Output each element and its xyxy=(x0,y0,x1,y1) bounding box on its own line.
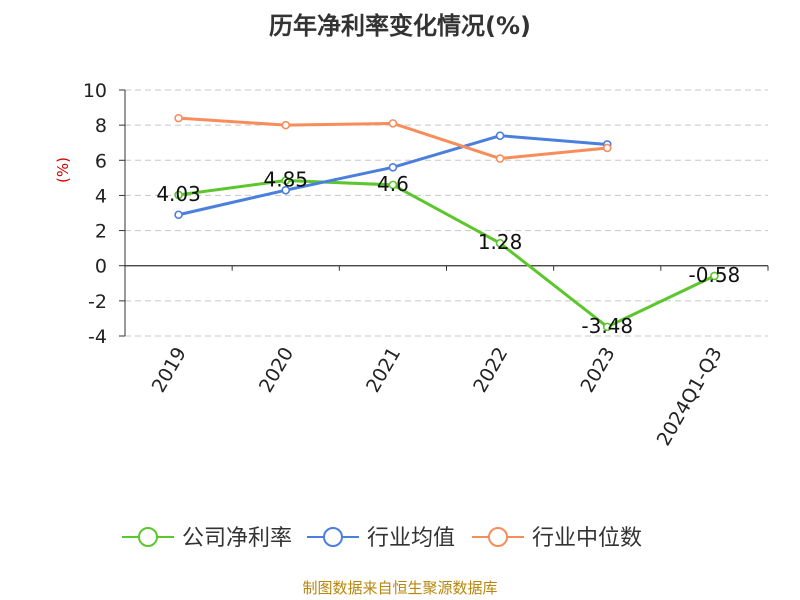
data-label: 1.28 xyxy=(478,230,523,254)
series-line-0 xyxy=(178,178,716,329)
x-tick-label: 2022 xyxy=(469,344,512,397)
data-point xyxy=(281,185,291,195)
data-point xyxy=(495,238,505,248)
data-point xyxy=(281,176,291,185)
data-point xyxy=(174,190,183,200)
data-label: -3.48 xyxy=(581,314,633,338)
y-tick-label: -2 xyxy=(88,291,107,313)
data-point xyxy=(388,180,398,190)
data-label: 4.85 xyxy=(263,167,308,191)
legend-label: 行业均值 xyxy=(367,526,455,551)
data-point xyxy=(174,113,183,123)
y-tick-label: 6 xyxy=(95,150,107,172)
data-point xyxy=(495,131,505,140)
x-tick-label: 2019 xyxy=(148,344,191,397)
x-tick-label: 2024Q1-Q3 xyxy=(653,344,727,450)
data-label: -0.58 xyxy=(689,263,741,287)
y-tick-label: 4 xyxy=(95,185,107,207)
data-label: 4.6 xyxy=(377,172,409,196)
legend-marker xyxy=(488,527,508,547)
y-axis-label: (%) xyxy=(54,157,72,183)
legend-marker xyxy=(323,527,343,547)
legend-label: 公司净利率 xyxy=(182,526,292,551)
legend-marker xyxy=(138,527,158,547)
data-label: 4.03 xyxy=(156,182,201,206)
chart-title: 历年净利率变化情况(%) xyxy=(269,12,531,40)
data-point xyxy=(388,119,398,128)
x-tick-label: 2023 xyxy=(576,344,619,397)
data-point xyxy=(602,143,612,153)
data-point xyxy=(495,154,505,163)
y-tick-label: 10 xyxy=(83,80,107,102)
data-source-note: 制图数据来自恒生聚源数据库 xyxy=(302,579,498,597)
x-tick-label: 2020 xyxy=(255,344,298,397)
y-tick-label: 2 xyxy=(95,221,107,243)
data-point xyxy=(710,271,719,281)
y-tick-label: 0 xyxy=(95,256,107,278)
x-tick-label: 2021 xyxy=(362,344,405,397)
data-point xyxy=(602,322,612,332)
y-tick-label: 8 xyxy=(95,115,107,137)
legend-label: 行业中位数 xyxy=(532,526,642,551)
y-tick-label: -4 xyxy=(88,326,107,348)
data-point xyxy=(174,210,183,220)
data-point xyxy=(388,163,398,172)
data-point xyxy=(281,120,291,130)
